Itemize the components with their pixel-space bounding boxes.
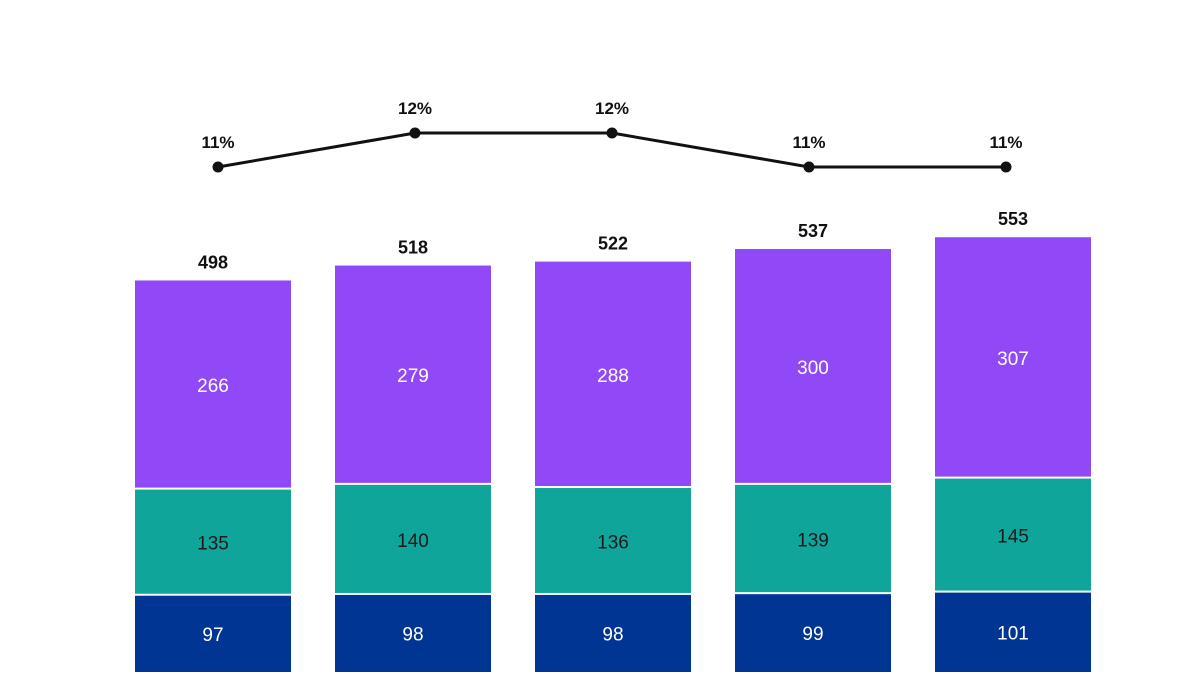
segment-label-bottom-2: 98 <box>402 624 423 645</box>
bar-segment-top-5 <box>935 237 1091 477</box>
segment-label-top-5: 307 <box>997 349 1029 370</box>
segment-label-middle-2: 140 <box>397 531 429 552</box>
percentage-point-1 <box>212 161 224 173</box>
percentage-label-3: 12% <box>595 99 629 118</box>
bar-segment-bottom-3 <box>535 594 691 672</box>
percentage-point-4 <box>803 161 815 173</box>
total-label-4: 537 <box>798 221 828 241</box>
segment-label-middle-3: 136 <box>597 532 629 553</box>
segment-label-middle-1: 135 <box>197 534 229 555</box>
bar-segment-bottom-5 <box>935 592 1091 672</box>
bar-segment-middle-4 <box>735 484 891 593</box>
total-label-2: 518 <box>398 238 428 258</box>
bar-segment-top-2 <box>335 265 491 483</box>
segment-label-bottom-3: 98 <box>602 624 623 645</box>
segment-label-bottom-1: 97 <box>202 625 223 646</box>
segment-label-bottom-4: 99 <box>802 624 823 645</box>
segment-label-top-4: 300 <box>797 358 829 379</box>
percentage-point-3 <box>606 127 618 139</box>
bar-segment-middle-5 <box>935 478 1091 591</box>
total-label-3: 522 <box>598 234 628 254</box>
percentage-label-2: 12% <box>398 99 432 118</box>
bar-segment-middle-3 <box>535 488 691 593</box>
percentage-point-5 <box>1000 161 1012 173</box>
bar-segment-top-1 <box>135 280 291 488</box>
segment-label-middle-5: 145 <box>997 527 1029 548</box>
bar-segment-middle-2 <box>335 484 491 593</box>
segment-label-bottom-5: 101 <box>997 623 1029 644</box>
percentage-label-1: 11% <box>201 133 234 152</box>
total-label-5: 553 <box>998 209 1028 229</box>
bar-segment-top-4 <box>735 249 891 483</box>
bar-segment-middle-1 <box>135 489 291 594</box>
percentage-point-2 <box>409 127 421 139</box>
bar-group: 97 135 266 98 140 279 98 136 288 99 139 300 101 145 30… <box>135 237 1091 672</box>
percentage-line: 11% 12% 12% 11% 11% <box>201 99 1023 173</box>
bar-segment-bottom-4 <box>735 594 891 672</box>
segment-label-top-3: 288 <box>597 366 629 387</box>
total-label-1: 498 <box>198 252 228 272</box>
bar-segment-top-3 <box>535 261 691 487</box>
segment-label-top-2: 279 <box>397 366 429 387</box>
segment-label-middle-4: 139 <box>797 531 829 552</box>
total-labels: 498 518 522 537 553 <box>198 209 1028 272</box>
percentage-label-5: 11% <box>989 133 1022 152</box>
segment-label-top-1: 266 <box>197 376 229 397</box>
bar-segment-bottom-1 <box>135 595 291 672</box>
percentage-label-4: 11% <box>792 133 825 152</box>
bar-segment-bottom-2 <box>335 594 491 672</box>
